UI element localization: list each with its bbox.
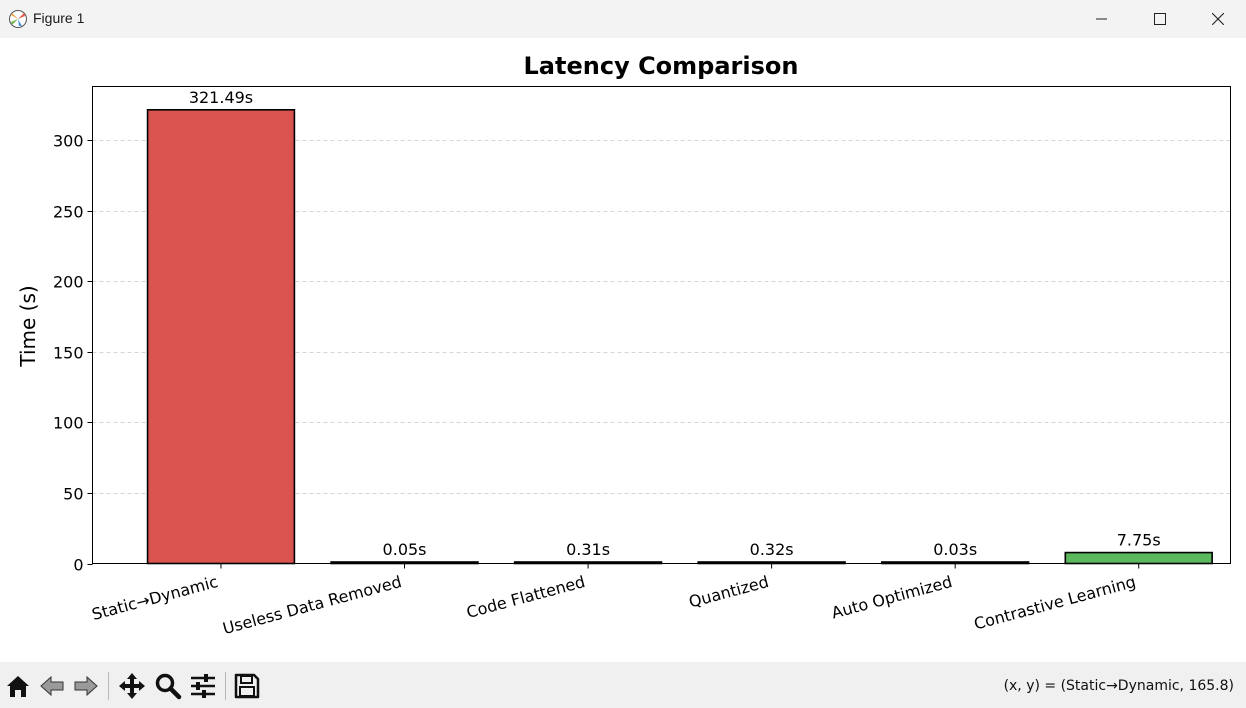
save-icon [234,673,260,699]
configure-subplots-button[interactable] [189,672,217,700]
back-icon [40,675,64,697]
back-button[interactable] [38,672,66,700]
bar-value-label: 7.75s [1117,531,1161,550]
data-labels: 321.49s 0.05s 0.31s 0.32s 0.03s 7.75s [189,88,1161,559]
y-tick-label: 300 [53,132,84,151]
plot-frame [92,86,1231,564]
save-button[interactable] [233,672,261,700]
chart-title: Latency Comparison [524,52,799,80]
minimize-icon [1096,18,1107,20]
navigation-toolbar: (x, y) = (Static→Dynamic, 165.8) [0,662,1246,708]
x-tick-label: Contrastive Learning [972,572,1138,633]
bar-value-label: 0.32s [750,540,794,559]
minimize-button[interactable] [1073,0,1131,38]
y-tick-label: 0 [73,556,83,575]
bar-chart: Latency Comparison Time (s) 0 50 100 150 200… [16,52,1231,638]
home-button[interactable] [4,672,32,700]
window-title: Figure 1 [33,10,85,26]
toolbar-separator [225,672,226,700]
y-tick-label: 50 [63,485,83,504]
maximize-icon [1154,13,1166,25]
cursor-coordinates: (x, y) = (Static→Dynamic, 165.8) [1003,678,1234,694]
bar-value-label: 0.05s [383,540,427,559]
pan-button[interactable] [118,672,146,700]
toolbar-separator [108,672,109,700]
bars [146,108,1213,565]
pan-icon [119,673,145,699]
zoom-icon [155,673,182,700]
y-tick-label: 150 [53,344,84,363]
window-title-bar: Figure 1 [0,0,1246,38]
x-tick-label: Static→Dynamic [90,572,220,624]
bar [1064,551,1213,565]
y-axis-label: Time (s) [16,285,40,367]
zoom-button[interactable] [154,672,182,700]
x-tick-label: Quantized [687,572,771,612]
bar-value-label: 0.03s [933,540,977,559]
forward-icon [74,675,98,697]
home-icon [7,676,29,697]
figure-canvas[interactable]: Latency Comparison Time (s) 0 50 100 150 200… [0,38,1246,662]
y-tick-label: 100 [53,414,84,433]
maximize-button[interactable] [1131,0,1189,38]
bar-value-label: 321.49s [189,88,253,107]
x-tick-label: Useless Data Removed [221,572,404,638]
bar-value-label: 0.31s [566,540,610,559]
forward-button[interactable] [72,672,100,700]
close-icon [1212,13,1224,25]
y-tick-label: 200 [53,273,84,292]
x-tick-label: Code Flattened [464,572,587,622]
y-tick-label: 250 [53,203,84,222]
bar [146,108,296,565]
x-tick-label: Auto Optimized [829,572,954,622]
close-button[interactable] [1189,0,1246,38]
matplotlib-icon [8,9,28,29]
configure-subplots-icon [191,674,215,698]
